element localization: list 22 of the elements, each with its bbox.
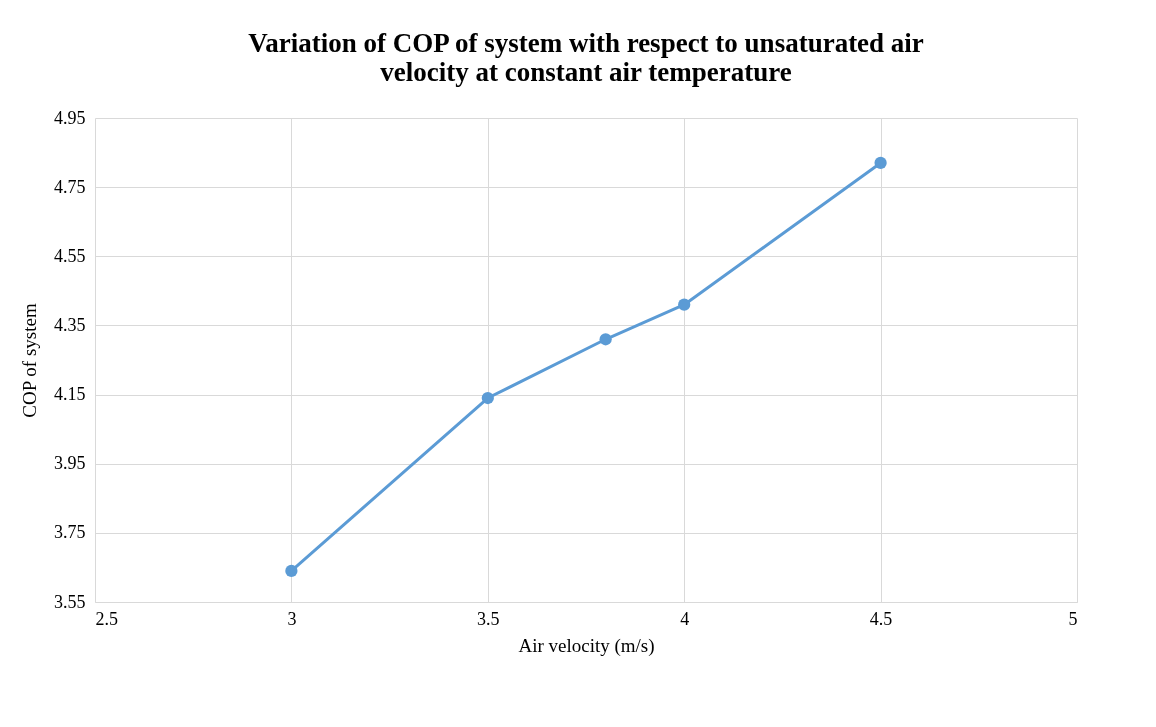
y-tick-label: 3.75 [54,522,86,543]
point [678,298,691,311]
point [285,564,298,577]
point [599,333,612,346]
y-tick-label: 3.95 [54,453,86,474]
y-tick-label: 4.35 [54,314,86,335]
y-tick-label: 4.55 [54,245,86,266]
point [481,391,494,405]
y-tick-label: 3.55 [54,591,86,612]
x-tick-label: 5 [1068,608,1078,629]
x-tick-label: 4.5 [869,608,893,629]
y-tick-label: 4.15 [54,384,86,405]
x-tick-label: 3.5 [477,608,500,629]
x-tick-label: 3 [287,608,297,629]
point [874,156,887,170]
x-axis-title: Air velocity (m/s) [518,634,655,657]
y-axis-title: COP of system [19,303,40,418]
x-tick-label: 4 [680,608,690,629]
x-tick-label: 2.5 [95,608,118,629]
chart-title: Variation of COP of system with respect to unsaturated air velocity at constant air temperature [248,28,924,87]
y-tick-label: 4.75 [54,176,86,197]
y-tick-label: 4.95 [54,107,86,128]
